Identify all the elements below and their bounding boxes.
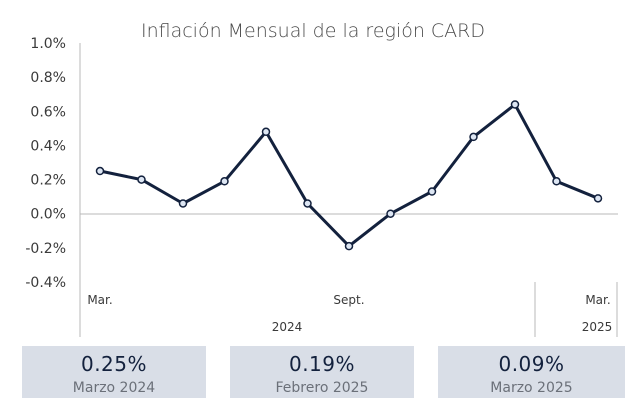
card-label: Marzo 2024	[72, 380, 156, 396]
data-point	[220, 177, 229, 186]
y-tick-label: 0.6%	[30, 104, 66, 120]
y-tick-label: -0.2%	[25, 241, 66, 257]
y-tick-label: 0.8%	[30, 70, 66, 86]
card-value: 0.25%	[80, 352, 148, 376]
x-tick-label: Mar.	[87, 293, 112, 307]
data-point	[386, 209, 395, 218]
card-value: 0.09%	[498, 352, 565, 376]
summary-card-march-2024: 0.25% Marzo 2024	[22, 346, 206, 398]
data-point	[137, 175, 146, 184]
y-tick-label: 1.0%	[30, 36, 66, 52]
card-label: Febrero 2025	[275, 380, 369, 396]
data-point	[261, 127, 271, 137]
data-point	[469, 132, 478, 142]
card-value: 0.19%	[288, 352, 356, 376]
series-line	[99, 103, 599, 248]
data-point	[552, 177, 561, 186]
line-chart: Inflación Mensual de la región CARD 1.0%…	[25, 20, 618, 337]
data-point	[303, 199, 312, 208]
y-tick-label: -0.4%	[25, 275, 66, 291]
summary-card-feb-2025: 0.19% Febrero 2025	[230, 346, 414, 398]
y-tick-label: 0.0%	[30, 207, 66, 223]
chart-title: Inflación Mensual de la región CARD	[141, 20, 485, 42]
year-label-2024: 2024	[272, 320, 303, 334]
data-point	[95, 166, 105, 176]
x-tick-label: Mar.	[585, 293, 610, 307]
data-point	[178, 199, 188, 208]
data-point	[593, 194, 603, 203]
data-point	[427, 187, 437, 196]
summary-card-march-2025: 0.09% Marzo 2025	[438, 346, 625, 398]
x-tick-label: Sept.	[333, 293, 364, 307]
year-label-2025: 2025	[582, 320, 613, 334]
data-point	[510, 100, 520, 109]
card-label: Marzo 2025	[490, 380, 573, 396]
y-tick-label: 0.2%	[30, 173, 66, 189]
y-tick-label: 0.4%	[30, 138, 66, 154]
data-point	[344, 241, 354, 251]
